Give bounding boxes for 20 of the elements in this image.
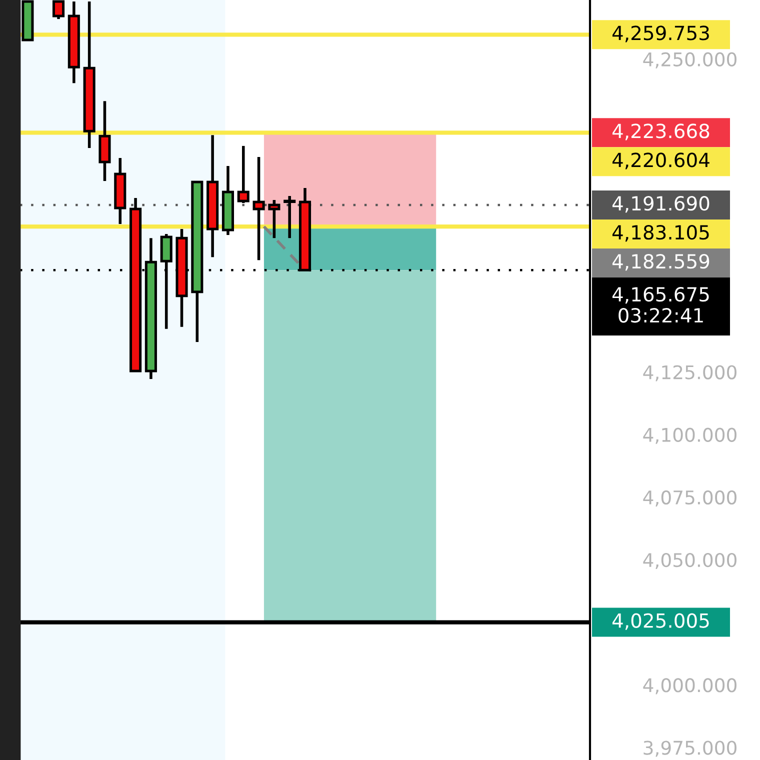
candlestick <box>268 198 280 240</box>
y-tick-label: 4,250.000 <box>643 52 736 68</box>
candlestick <box>237 144 250 204</box>
y-tick-label: 3,975.000 <box>644 740 736 757</box>
candlestick <box>284 194 296 240</box>
y-tick-label: 4,000.000 <box>643 678 736 694</box>
ref-line-label: 4,259.753 <box>612 26 709 42</box>
y-tick-label: 4,100.000 <box>643 428 736 444</box>
candlestick <box>52 0 65 20</box>
y-tick-label: 4,125.000 <box>643 365 736 382</box>
ref-line-label: 4,165.675 03:22:41 <box>612 286 709 323</box>
y-tick-label: 4,050.000 <box>643 552 736 570</box>
y-tick-label: 4,075.000 <box>643 490 736 506</box>
text: 4,182.559 <box>612 254 710 271</box>
candlestick <box>252 156 265 262</box>
text: 4,223.668 <box>612 124 710 140</box>
text: 4,025.005 <box>612 613 709 630</box>
ref-line-label: 4,183.105 <box>612 224 709 242</box>
ref-line-label: 4,191.690 <box>612 196 710 213</box>
ref-line-label: 4,220.604 <box>612 152 710 170</box>
